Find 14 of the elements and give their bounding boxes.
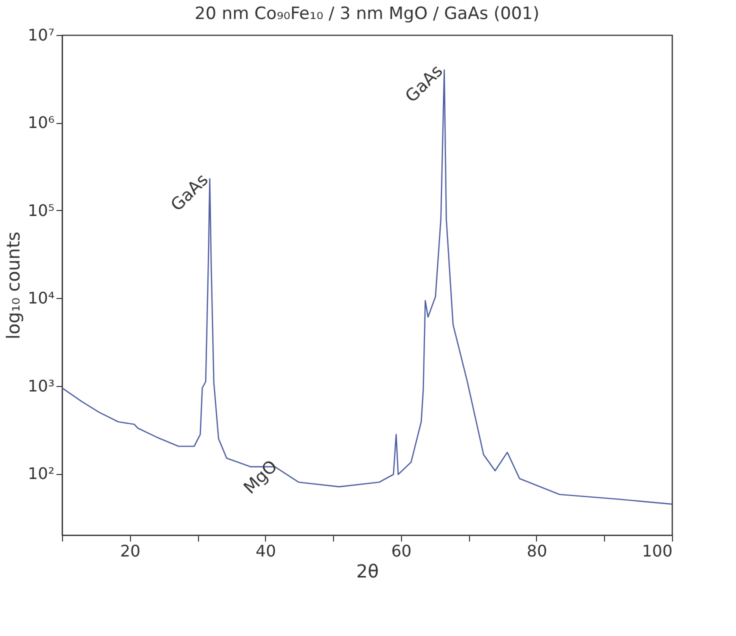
y-tick-label: 10⁶ bbox=[28, 113, 54, 132]
y-tick-label: 10³ bbox=[28, 376, 54, 396]
x-tick-label: 80 bbox=[526, 542, 548, 560]
y-tick-label: 10⁷ bbox=[28, 26, 54, 44]
x-tick-label: 40 bbox=[256, 542, 276, 560]
x-axis-title: 2θ bbox=[356, 562, 379, 582]
y-tick-label: 10² bbox=[28, 464, 54, 484]
x-tick-label: 60 bbox=[391, 542, 412, 560]
y-tick-label: 10⁴ bbox=[28, 288, 54, 308]
x-tick-label: 20 bbox=[120, 542, 140, 560]
y-tick-label: 10⁵ bbox=[28, 200, 54, 220]
y-axis-title: log₁₀ counts bbox=[4, 232, 25, 340]
x-tick-label: 100 bbox=[642, 542, 672, 560]
chart-title: 20 nm Co₉₀Fe₁₀ / 3 nm MgO / GaAs (001) bbox=[194, 4, 540, 24]
